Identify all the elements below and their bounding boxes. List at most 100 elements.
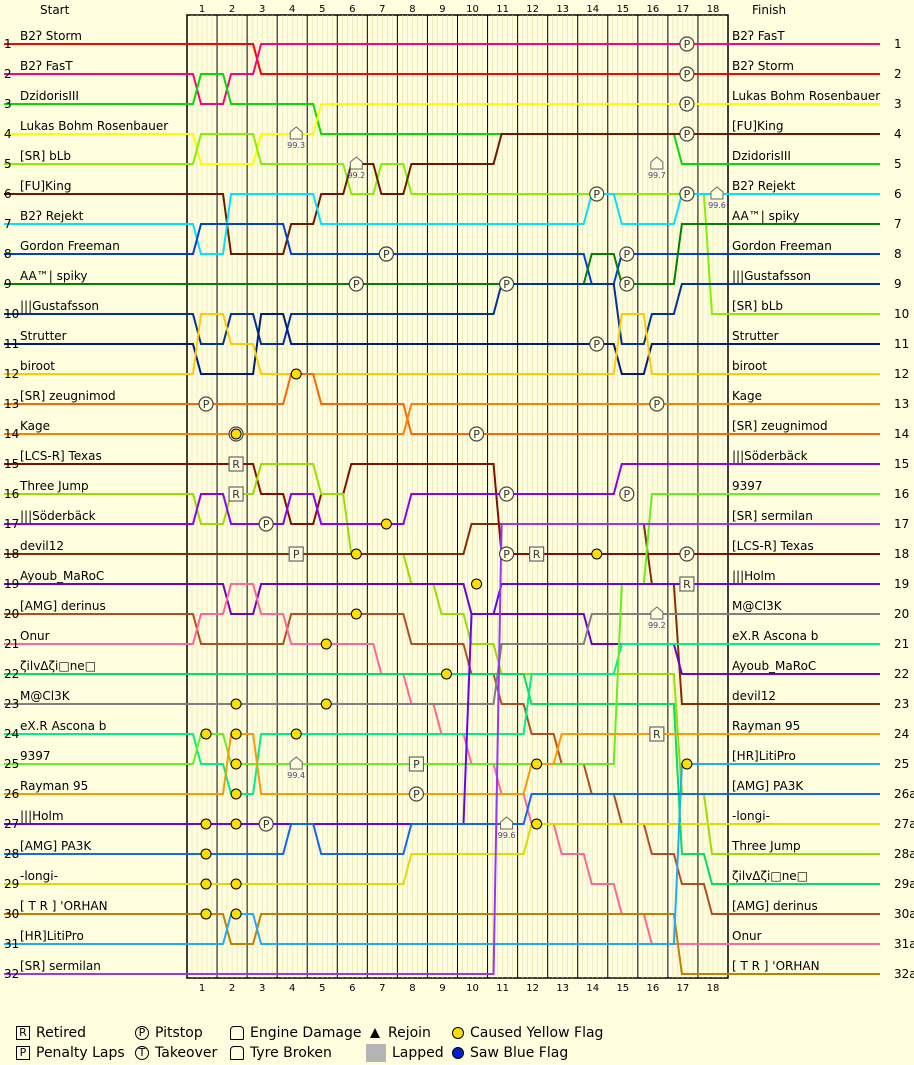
lap-label-top: 11 <box>496 4 509 15</box>
lap-label-bottom: 11 <box>496 983 509 994</box>
pitstop-marker <box>679 66 695 82</box>
start-position-number: 5 <box>4 157 12 171</box>
pitstop-marker <box>679 546 695 562</box>
legend-tyre: Tyre Broken <box>230 1045 332 1061</box>
finish-driver-label: [AMG] PA3K <box>732 779 804 793</box>
start-driver-label: [SR] bLb <box>20 149 71 163</box>
lap-label-bottom: 3 <box>259 983 265 994</box>
retired-marker-letter: R <box>683 578 691 591</box>
pitstop-marker-letter: P <box>684 68 691 81</box>
yellow-flag-marker <box>290 368 302 380</box>
series-line <box>4 613 880 705</box>
finish-position-number: 22 <box>894 667 909 681</box>
start-driver-label: Gordon Freeman <box>20 239 120 253</box>
lap-label-bottom: 8 <box>409 983 415 994</box>
pitstop-marker <box>619 276 635 292</box>
lap-label-bottom: 7 <box>379 983 385 994</box>
engine-damage-icon <box>230 1026 244 1040</box>
penalty-icon: P <box>16 1046 30 1060</box>
start-position-number: 6 <box>4 187 12 201</box>
retired-marker <box>529 546 545 562</box>
yellow-flag-marker <box>320 638 332 650</box>
lap-label-top: 17 <box>677 4 690 15</box>
engine-damage-value: 99.6 <box>498 831 516 840</box>
yellow-flag-marker <box>380 518 392 530</box>
start-driver-label: B2ʔ FasT <box>20 59 73 73</box>
start-driver-label: [SR] sermilan <box>20 959 101 973</box>
pitstop-marker <box>679 36 695 52</box>
engine-damage-value: 99.7 <box>648 171 666 180</box>
start-position-number: 28 <box>4 847 19 861</box>
start-driver-label: [LCS-R] Texas <box>20 449 102 463</box>
finish-driver-label: devil12 <box>732 689 776 703</box>
finish-driver-label: B2ʔ FasT <box>732 29 785 43</box>
start-header: Start <box>40 3 70 17</box>
engine-damage-value: 99.2 <box>347 171 365 180</box>
yellow-flag-marker <box>230 818 242 830</box>
start-driver-label: B2ʔ Storm <box>20 29 82 43</box>
start-position-number: 21 <box>4 637 19 651</box>
blue-flag-icon <box>452 1047 464 1059</box>
start-driver-label: M@Cl3K <box>20 689 71 703</box>
finish-position-number: 14 <box>894 427 909 441</box>
penalty-marker-letter: P <box>413 758 420 771</box>
finish-position-number: 32a <box>894 967 914 981</box>
pitstop-marker-letter: P <box>684 38 691 51</box>
pitstop-marker <box>498 276 515 292</box>
pitstop-marker-letter: P <box>503 488 510 501</box>
finish-position-number: 17 <box>894 517 909 531</box>
finish-driver-label: 9397 <box>732 479 763 493</box>
lap-label-bottom: 15 <box>616 983 629 994</box>
start-driver-label: Strutter <box>20 329 67 343</box>
pitstop-marker-letter: P <box>353 278 360 291</box>
retired-marker <box>228 456 244 472</box>
start-driver-label: -longi- <box>20 869 58 883</box>
series-line <box>4 643 880 795</box>
start-driver-label: [AMG] PA3K <box>20 839 92 853</box>
finish-driver-label: [LCS-R] Texas <box>732 539 814 553</box>
start-driver-label: |||Gustafsson <box>20 299 99 313</box>
legend-yellow: Caused Yellow Flag <box>452 1025 603 1041</box>
engine-damage-value: 99.3 <box>287 141 305 150</box>
finish-position-number: 29a <box>894 877 914 891</box>
lap-label-top: 9 <box>439 4 445 15</box>
finish-position-number: 7 <box>894 217 902 231</box>
race-position-chart: Start Finish 112233445566778899101011111… <box>4 3 914 994</box>
finish-driver-label: Strutter <box>732 329 779 343</box>
retired-marker-letter: R <box>232 488 240 501</box>
pitstop-marker <box>258 516 274 532</box>
pitstop-marker <box>498 486 515 502</box>
takeover-icon: T <box>135 1046 149 1060</box>
lap-label-bottom: 12 <box>526 983 539 994</box>
start-driver-label: [ T R ] 'ORHAN <box>20 899 108 913</box>
yellow-flag-marker <box>200 728 212 740</box>
start-position-number: 32 <box>4 967 19 981</box>
yellow-flag-marker <box>230 698 242 710</box>
lap-label-top: 6 <box>349 4 355 15</box>
lap-label-top: 16 <box>646 4 659 15</box>
yellow-flag-marker <box>320 698 332 710</box>
yellow-flag-marker <box>350 608 362 620</box>
lap-label-top: 18 <box>707 4 720 15</box>
position-lines <box>4 43 880 975</box>
pitstop-marker <box>408 786 425 802</box>
finish-driver-label: |||Holm <box>732 569 776 583</box>
start-position-number: 24 <box>4 727 19 741</box>
finish-driver-label: Lukas Bohm Rosenbauer <box>732 89 880 103</box>
pitstop-marker <box>679 96 695 112</box>
legend-takeover: T Takeover <box>135 1045 217 1061</box>
start-position-number: 20 <box>4 607 19 621</box>
pitstop-marker <box>498 546 515 562</box>
start-driver-label: B2ʔ Rejekt <box>20 209 84 223</box>
finish-driver-label: B2ʔ Rejekt <box>732 179 796 193</box>
finish-position-number: 20 <box>894 607 909 621</box>
engine-damage-marker <box>710 186 724 200</box>
start-position-number: 19 <box>4 577 19 591</box>
tyre-broken-icon <box>230 1046 244 1060</box>
lap-label-top: 12 <box>526 4 539 15</box>
retired-marker-letter: R <box>232 458 240 471</box>
start-driver-label: Rayman 95 <box>20 779 88 793</box>
pitstop-marker <box>589 336 605 352</box>
series-line <box>4 43 880 105</box>
penalty-marker <box>408 756 425 772</box>
